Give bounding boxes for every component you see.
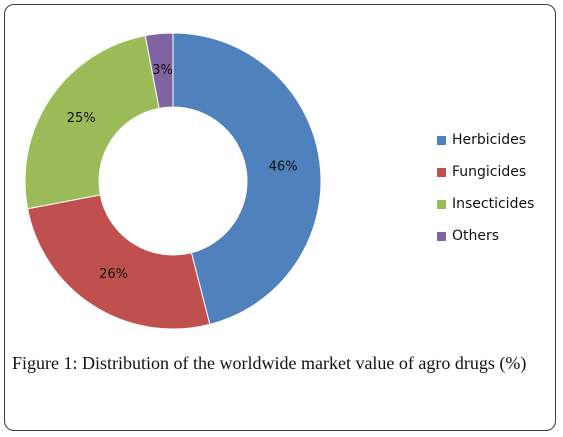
legend-label: Others [452, 228, 500, 244]
legend-swatch [437, 199, 446, 209]
slice-label-others: 3% [152, 63, 173, 78]
chart-legend: Herbicides Fungicides Insecticides Others [437, 124, 534, 252]
slice-label-herbicides: 46% [269, 160, 298, 175]
legend-label: Fungicides [452, 164, 527, 180]
slice-label-insecticides: 25% [67, 111, 96, 126]
slice-fungicides [27, 194, 211, 330]
legend-swatch [437, 231, 446, 241]
legend-item-herbicides: Herbicides [437, 124, 534, 156]
slice-insecticides [24, 35, 160, 210]
legend-item-others: Others [437, 220, 534, 252]
slice-herbicides [172, 32, 322, 325]
legend-swatch [437, 167, 446, 177]
legend-item-fungicides: Fungicides [437, 156, 534, 188]
legend-swatch [437, 135, 446, 145]
slice-others [144, 32, 174, 109]
legend-label: Insecticides [452, 196, 535, 212]
figure-caption: Figure 1: Distribution of the worldwide … [12, 353, 527, 373]
legend-label: Herbicides [452, 132, 527, 148]
slice-label-fungicides: 26% [99, 267, 128, 282]
legend-item-insecticides: Insecticides [437, 188, 534, 220]
